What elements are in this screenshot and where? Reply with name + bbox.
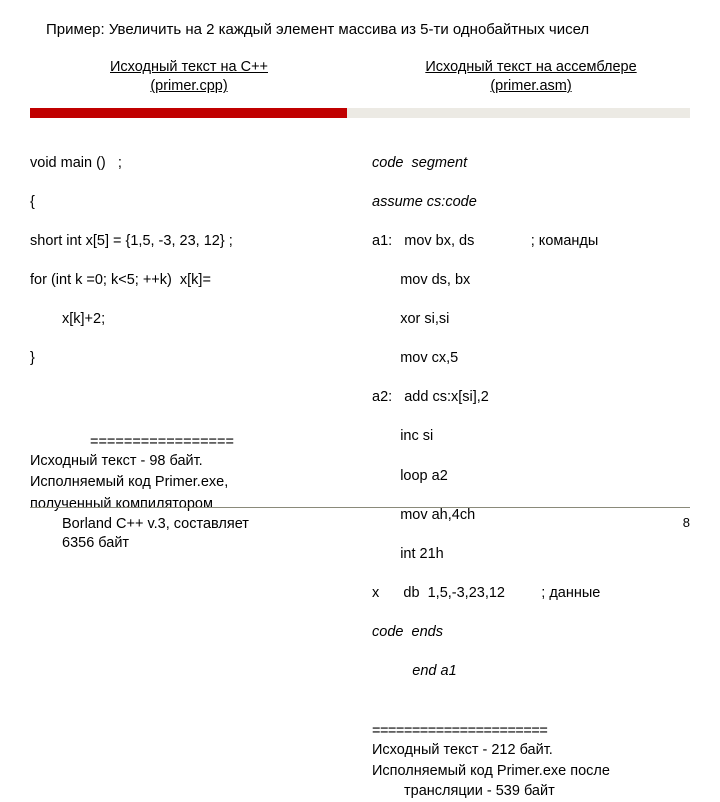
left-heading-line1: Исходный текст на С++ [110, 59, 268, 75]
left-heading: Исходный текст на С++ (primer.cpp) [30, 58, 348, 96]
asm-l12: x db 1,5,-3,23,12 ; данные [372, 584, 690, 604]
asm-code: code segment assume cs:code a1: mov bx, … [372, 134, 690, 721]
right-note2: Исполняемый код Primer.exe после трансля… [372, 762, 690, 801]
divider-grey [347, 108, 690, 118]
left-note3c: 6356 байт [30, 534, 348, 554]
asm-l10: mov ah,4ch [372, 506, 690, 526]
cpp-l2: { [30, 193, 348, 213]
divider-red [30, 108, 347, 118]
asm-l8: inc si [372, 427, 690, 447]
left-column: Исходный текст на С++ (primer.cpp) [30, 58, 348, 106]
right-heading-line1: Исходный текст на ассемблере [425, 59, 636, 75]
right-note1: Исходный текст - 212 байт. [372, 741, 690, 761]
asm-l13: code ends [372, 623, 690, 643]
slide-title: Пример: Увеличить на 2 каждый элемент ма… [30, 20, 690, 40]
asm-l9: loop a2 [372, 467, 690, 487]
asm-l7: a2: add cs:x[si],2 [372, 388, 690, 408]
right-note2a: Исполняемый код Primer.exe после [372, 763, 610, 779]
right-heading-line2: (primer.asm) [490, 78, 571, 94]
cpp-l5: } [30, 349, 348, 369]
asm-l4: mov ds, bx [372, 271, 690, 291]
content-columns: void main () ; { short int x[5] = {1,5, … [30, 134, 690, 802]
cpp-code: void main () ; { short int x[5] = {1,5, … [30, 134, 348, 408]
right-content: code segment assume cs:code a1: mov bx, … [372, 134, 690, 802]
footer-line [30, 507, 690, 509]
asm-l3: a1: mov bx, ds ; команды [372, 232, 690, 252]
asm-l14: end a1 [372, 662, 690, 682]
asm-l11: int 21h [372, 545, 690, 565]
two-columns: Исходный текст на С++ (primer.cpp) Исход… [30, 58, 690, 106]
cpp-l1: void main () ; [30, 154, 348, 174]
left-note1: Исходный текст - 98 байт. [30, 452, 348, 472]
asm-l6: mov cx,5 [372, 349, 690, 369]
left-separator: ================= [90, 434, 348, 450]
left-note3b: Borland C++ v.3, составляет [30, 515, 348, 535]
left-note2: Исполняемый код Primer.exe, [30, 473, 348, 493]
left-note3a: полученный компилятором [30, 496, 213, 512]
right-column: Исходный текст на ассемблере (primer.asm… [372, 58, 690, 106]
right-heading: Исходный текст на ассемблере (primer.asm… [372, 58, 690, 96]
cpp-l4a: for (int k =0; k<5; ++k) x[k]= [30, 271, 348, 291]
asm-l5: xor si,si [372, 310, 690, 330]
asm-l1: code segment [372, 154, 690, 174]
cpp-l3: short int x[5] = {1,5, -3, 23, 12} ; [30, 232, 348, 252]
left-content: void main () ; { short int x[5] = {1,5, … [30, 134, 348, 802]
left-heading-line2: (primer.cpp) [150, 78, 227, 94]
page-number: 8 [683, 515, 690, 530]
right-separator: ====================== [372, 723, 690, 739]
left-note3: полученный компилятором Borland C++ v.3,… [30, 495, 348, 554]
asm-l2: assume cs:code [372, 193, 690, 213]
divider-bar [30, 108, 690, 118]
cpp-l4b: x[k]+2; [62, 310, 348, 330]
right-note2b: трансляции - 539 байт [372, 782, 690, 802]
